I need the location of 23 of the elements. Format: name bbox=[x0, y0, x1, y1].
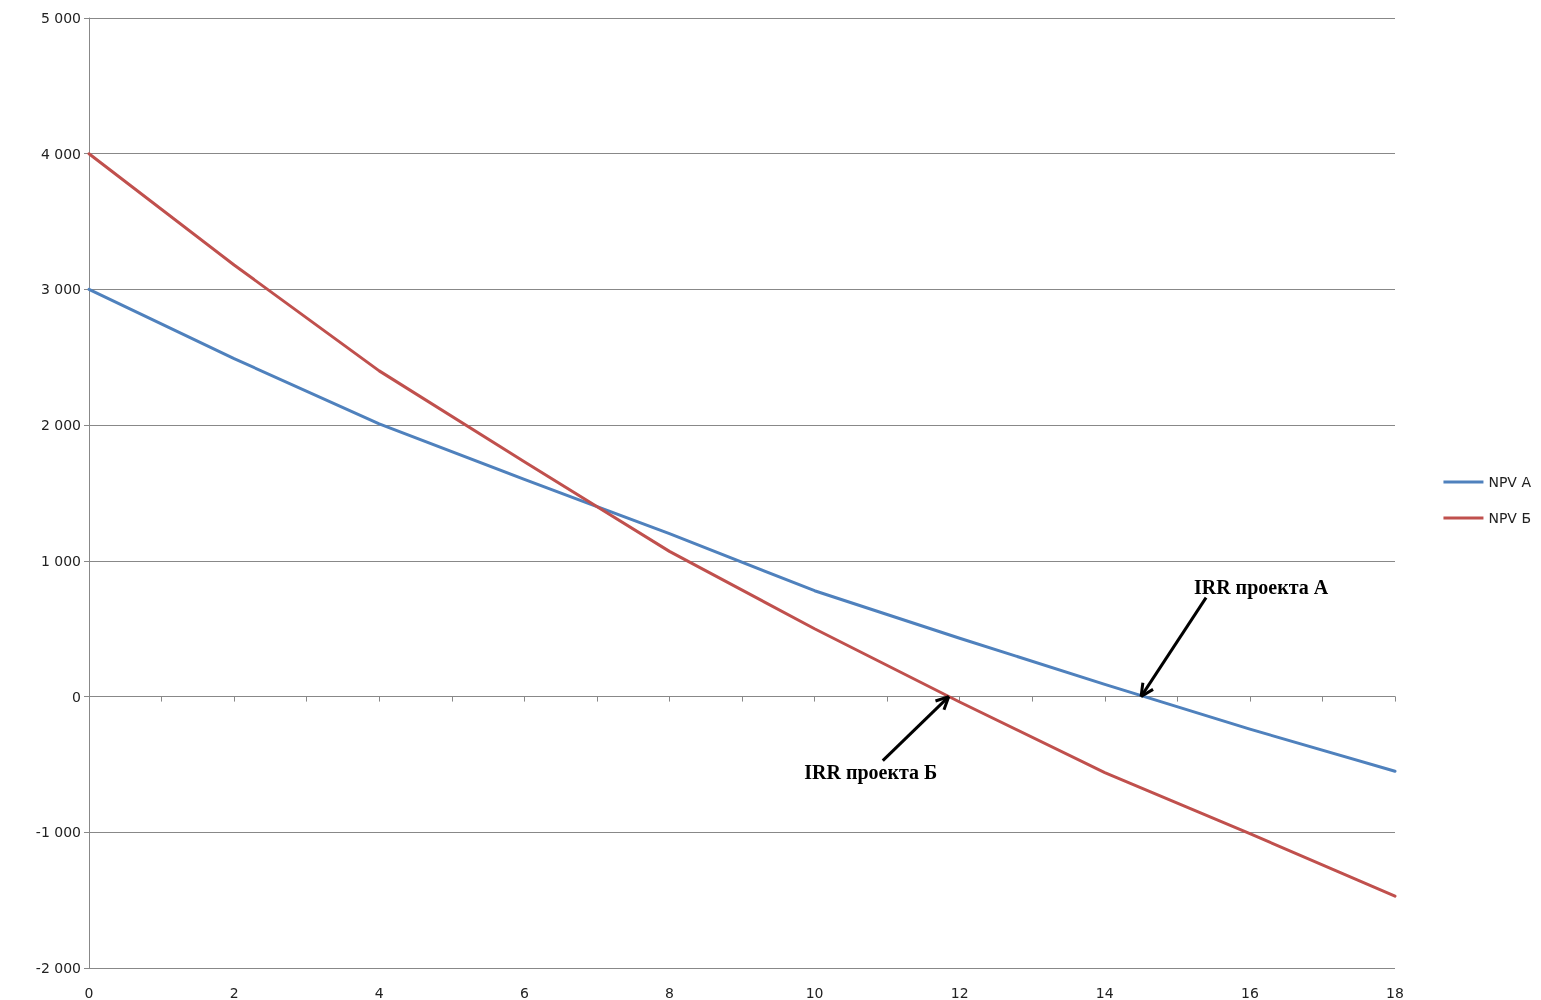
x-tick-label: 10 bbox=[805, 985, 824, 1000]
line-series bbox=[87, 152, 1397, 898]
x-tick-label: 6 bbox=[519, 985, 529, 1000]
y-tick-label: 3 000 bbox=[40, 281, 81, 298]
y-tick-label: 1 000 bbox=[40, 552, 81, 569]
x-tick-label: 18 bbox=[1386, 985, 1404, 1000]
legend-label: NPV Б bbox=[1488, 510, 1531, 526]
y-tick-label: 2 000 bbox=[40, 417, 81, 434]
y-tick-label: 0 bbox=[72, 688, 81, 705]
x-tick-label: 8 bbox=[664, 985, 674, 1000]
x-tick-label: 14 bbox=[1095, 985, 1114, 1000]
y-tick-label: 5 000 bbox=[40, 10, 81, 26]
y-tick-label: 4 000 bbox=[40, 145, 81, 162]
legend-label: NPV A bbox=[1488, 474, 1532, 490]
x-tick-label: 2 bbox=[229, 985, 239, 1000]
x-tick-label: 0 bbox=[84, 985, 94, 1000]
annotation: IRR проекта Б bbox=[804, 760, 938, 784]
y-tick-label: -2 000 bbox=[35, 960, 81, 976]
x-tick-label: 4 bbox=[374, 985, 384, 1000]
y-tick-label: -1 000 bbox=[35, 824, 81, 841]
x-tick-label: 12 bbox=[950, 985, 969, 1000]
x-tick-label: 16 bbox=[1240, 985, 1259, 1000]
annotation: IRR проекта А bbox=[1193, 575, 1329, 599]
